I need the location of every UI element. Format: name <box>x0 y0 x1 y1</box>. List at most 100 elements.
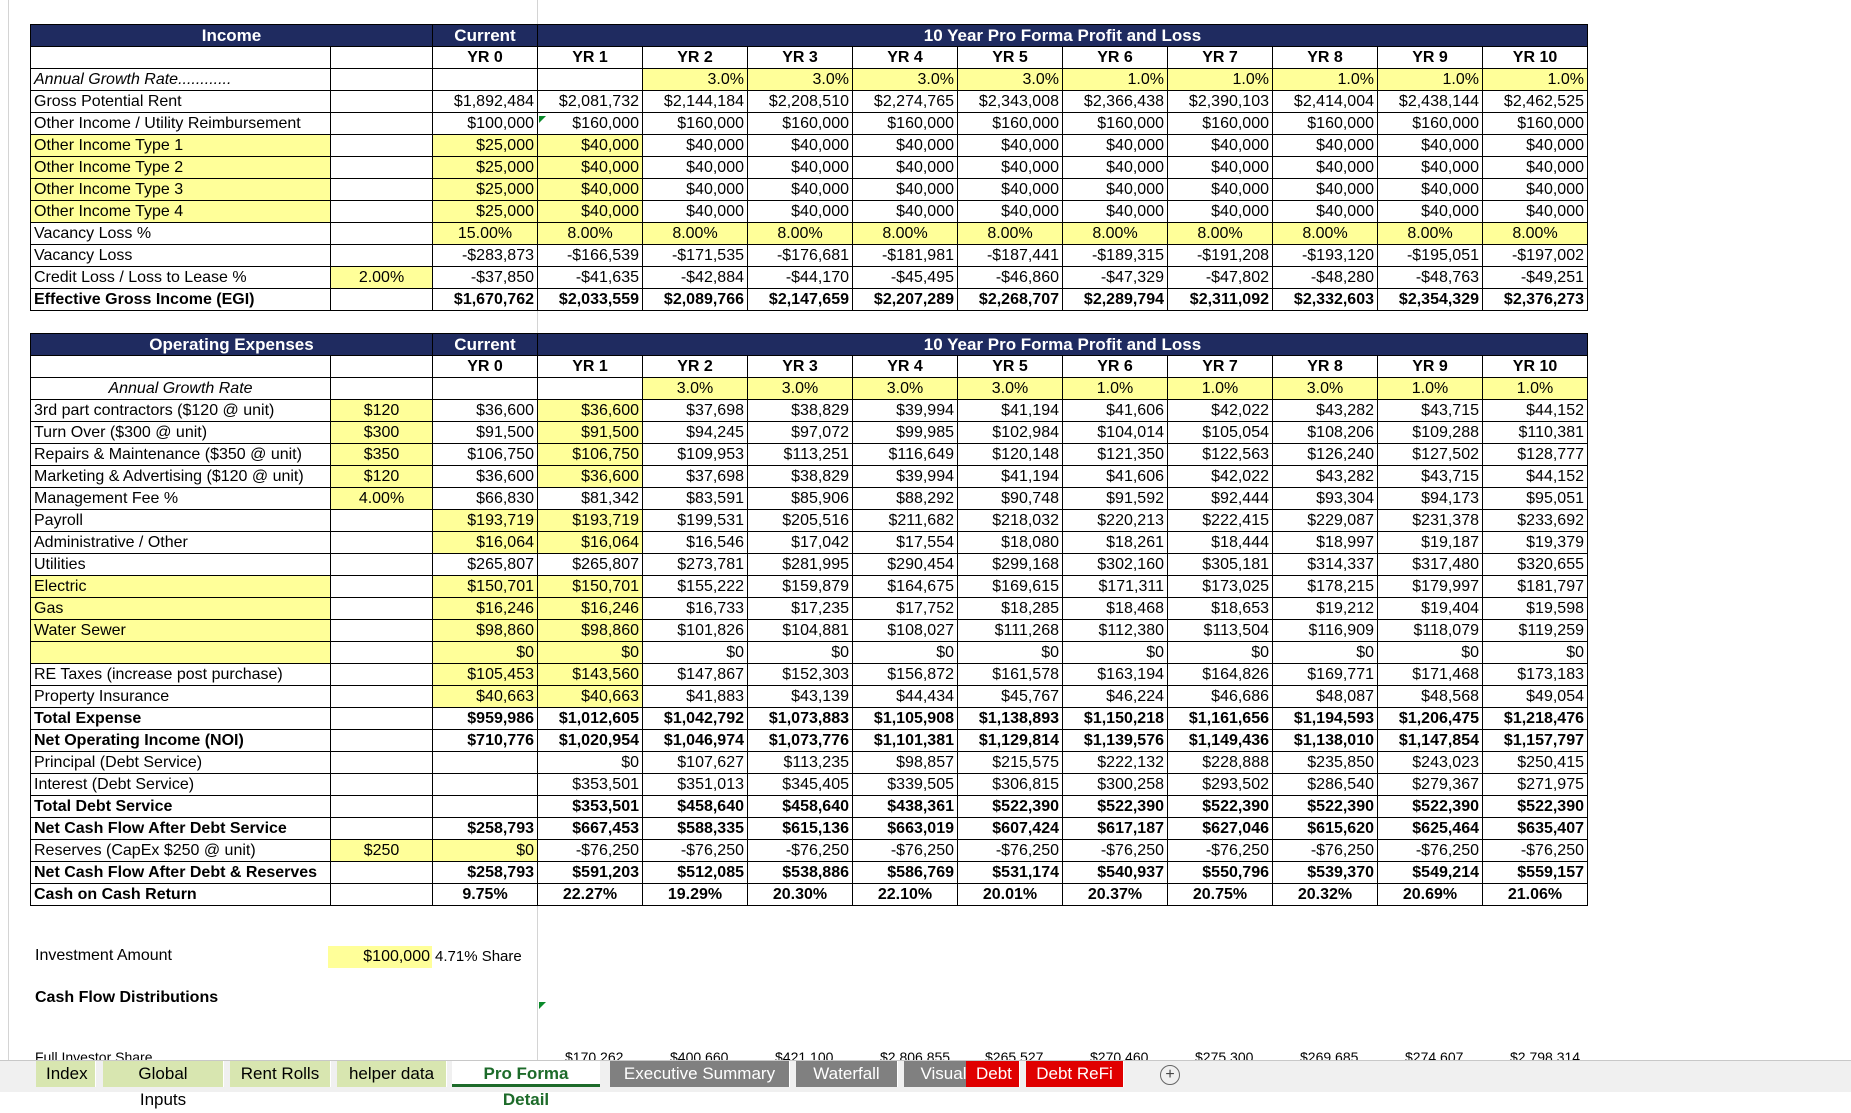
value-cell[interactable]: $1,105,908 <box>852 707 958 730</box>
sheet-tab-debt-refi[interactable]: Debt ReFi <box>1026 1061 1124 1087</box>
value-cell[interactable] <box>432 773 538 796</box>
value-cell[interactable]: $171,311 <box>1062 575 1168 598</box>
row-label[interactable]: Repairs & Maintenance ($350 @ unit) <box>30 443 331 466</box>
input-cell[interactable] <box>330 883 433 906</box>
value-cell[interactable]: -$195,051 <box>1377 244 1483 267</box>
row-label[interactable]: Annual Growth Rate <box>30 377 331 400</box>
value-cell[interactable]: $16,246 <box>432 597 538 620</box>
investment-amount-label[interactable]: Investment Amount <box>35 947 172 964</box>
value-cell[interactable]: $43,282 <box>1272 465 1378 488</box>
value-cell[interactable]: $25,000 <box>432 134 538 157</box>
value-cell[interactable]: $2,207,289 <box>852 288 958 311</box>
value-cell[interactable]: $300,258 <box>1062 773 1168 796</box>
value-cell[interactable]: $222,132 <box>1062 751 1168 774</box>
value-cell[interactable]: 3.0% <box>642 377 748 400</box>
year-header-yr-5[interactable]: YR 5 <box>957 46 1063 69</box>
value-cell[interactable]: $152,303 <box>747 663 853 686</box>
value-cell[interactable]: $119,259 <box>1482 619 1588 642</box>
value-cell[interactable]: $40,000 <box>642 134 748 157</box>
value-cell[interactable]: $41,606 <box>1062 399 1168 422</box>
input-cell[interactable] <box>330 597 433 620</box>
value-cell[interactable]: $281,995 <box>747 553 853 576</box>
row-label[interactable]: Other Income Type 2 <box>30 156 331 179</box>
value-cell[interactable]: $160,000 <box>957 112 1063 135</box>
value-cell[interactable]: 8.00% <box>747 222 853 245</box>
value-cell[interactable]: $113,251 <box>747 443 853 466</box>
value-cell[interactable]: $40,000 <box>1062 134 1168 157</box>
value-cell[interactable]: $615,136 <box>747 817 853 840</box>
value-cell[interactable]: $122,563 <box>1167 443 1273 466</box>
value-cell[interactable]: $173,183 <box>1482 663 1588 686</box>
value-cell[interactable]: 20.75% <box>1167 883 1273 906</box>
row-label[interactable]: Vacancy Loss <box>30 244 331 267</box>
value-cell[interactable]: $40,000 <box>1482 156 1588 179</box>
value-cell[interactable]: $85,906 <box>747 487 853 510</box>
input-cell[interactable] <box>330 509 433 532</box>
value-cell[interactable]: $40,000 <box>1377 178 1483 201</box>
value-cell[interactable]: $522,390 <box>1062 795 1168 818</box>
value-cell[interactable]: -$171,535 <box>642 244 748 267</box>
investment-share[interactable]: 4.71% Share <box>435 948 522 965</box>
value-cell[interactable]: $2,390,103 <box>1167 90 1273 113</box>
value-cell[interactable]: $0 <box>642 641 748 664</box>
value-cell[interactable]: $220,213 <box>1062 509 1168 532</box>
sheet-tab-rent-rolls[interactable]: Rent Rolls <box>230 1061 331 1087</box>
input-cell[interactable] <box>330 134 433 157</box>
input-cell[interactable] <box>330 619 433 642</box>
value-cell[interactable]: $2,089,766 <box>642 288 748 311</box>
value-cell[interactable]: $306,815 <box>957 773 1063 796</box>
value-cell[interactable]: $250,415 <box>1482 751 1588 774</box>
value-cell[interactable]: $522,390 <box>1167 795 1273 818</box>
input-cell[interactable] <box>330 531 433 554</box>
sheet-tab-executive-summary[interactable]: Executive Summary <box>610 1061 790 1087</box>
value-cell[interactable]: -$76,250 <box>1167 839 1273 862</box>
value-cell[interactable]: -$283,873 <box>432 244 538 267</box>
value-cell[interactable]: $512,085 <box>642 861 748 884</box>
value-cell[interactable]: $2,414,004 <box>1272 90 1378 113</box>
row-label[interactable]: Other Income Type 4 <box>30 200 331 223</box>
input-cell[interactable] <box>330 553 433 576</box>
input-cell[interactable] <box>330 729 433 752</box>
value-cell[interactable]: $160,000 <box>852 112 958 135</box>
value-cell[interactable]: $40,000 <box>957 134 1063 157</box>
value-cell[interactable]: $0 <box>1062 641 1168 664</box>
value-cell[interactable]: $265,807 <box>537 553 643 576</box>
value-cell[interactable]: $44,152 <box>1482 465 1588 488</box>
input-cell[interactable] <box>330 178 433 201</box>
value-cell[interactable]: $95,051 <box>1482 487 1588 510</box>
value-cell[interactable]: $18,285 <box>957 597 1063 620</box>
value-cell[interactable]: $351,013 <box>642 773 748 796</box>
value-cell[interactable]: $2,462,525 <box>1482 90 1588 113</box>
value-cell[interactable]: $39,994 <box>852 465 958 488</box>
value-cell[interactable]: $305,181 <box>1167 553 1273 576</box>
value-cell[interactable]: $1,138,893 <box>957 707 1063 730</box>
value-cell[interactable]: $43,715 <box>1377 399 1483 422</box>
value-cell[interactable]: 1.0% <box>1482 68 1588 91</box>
value-cell[interactable]: $118,079 <box>1377 619 1483 642</box>
value-cell[interactable]: $2,033,559 <box>537 288 643 311</box>
value-cell[interactable]: $959,986 <box>432 707 538 730</box>
value-cell[interactable]: -$176,681 <box>747 244 853 267</box>
value-cell[interactable]: 21.06% <box>1482 883 1588 906</box>
value-cell[interactable]: $160,000 <box>1167 112 1273 135</box>
value-cell[interactable]: -$76,250 <box>1272 839 1378 862</box>
input-cell[interactable] <box>330 751 433 774</box>
year-header-yr-2[interactable]: YR 2 <box>642 355 748 378</box>
value-cell[interactable]: $105,453 <box>432 663 538 686</box>
value-cell[interactable]: $293,502 <box>1167 773 1273 796</box>
value-cell[interactable]: $42,022 <box>1167 465 1273 488</box>
value-cell[interactable]: $150,701 <box>432 575 538 598</box>
row-label[interactable]: Vacancy Loss % <box>30 222 331 245</box>
value-cell[interactable]: 20.30% <box>747 883 853 906</box>
value-cell[interactable]: $205,516 <box>747 509 853 532</box>
value-cell[interactable]: $1,147,854 <box>1377 729 1483 752</box>
value-cell[interactable]: $99,985 <box>852 421 958 444</box>
value-cell[interactable]: $1,206,475 <box>1377 707 1483 730</box>
value-cell[interactable]: -$76,250 <box>747 839 853 862</box>
row-label[interactable]: Gross Potential Rent <box>30 90 331 113</box>
value-cell[interactable]: $290,454 <box>852 553 958 576</box>
row-label[interactable]: Total Expense <box>30 707 331 730</box>
value-cell[interactable]: -$187,441 <box>957 244 1063 267</box>
value-cell[interactable]: $559,157 <box>1482 861 1588 884</box>
value-cell[interactable]: $0 <box>852 641 958 664</box>
